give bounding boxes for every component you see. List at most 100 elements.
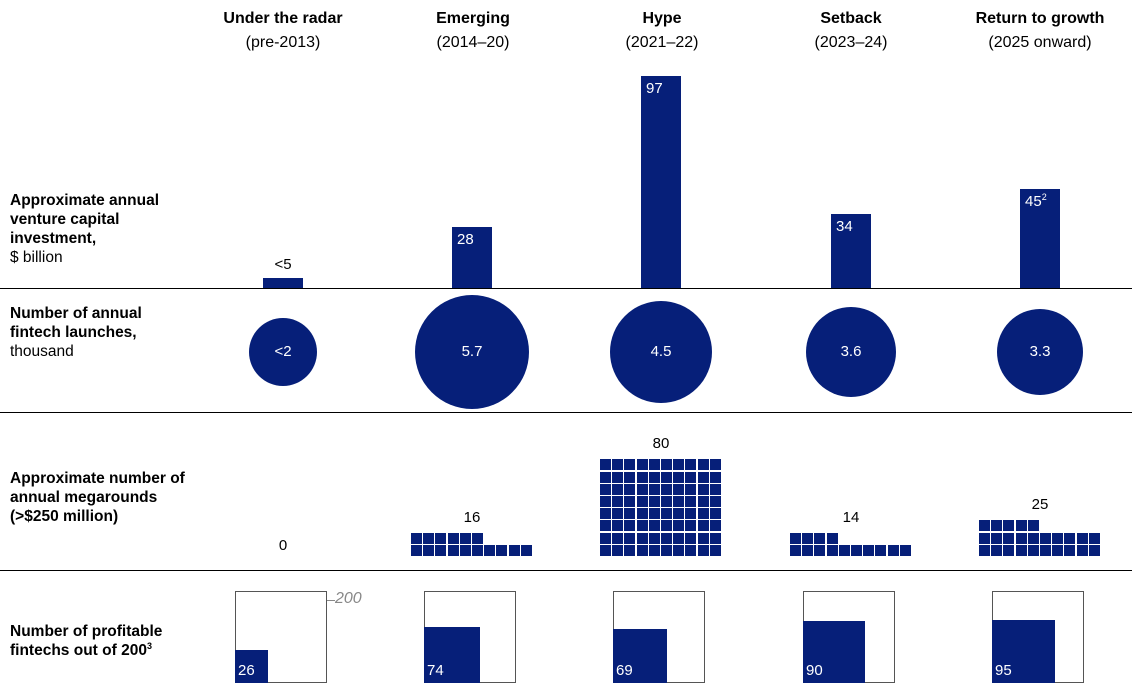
- megaround-square: [875, 544, 887, 556]
- megaround-square: [459, 544, 471, 556]
- phase-period-setback: (2023–24): [814, 34, 888, 51]
- megaround-square: [1040, 532, 1051, 544]
- megaround-square: [802, 544, 814, 556]
- megaround-square: [661, 508, 672, 520]
- megaround-square: [979, 544, 990, 556]
- megaround-square: [838, 544, 850, 556]
- megaround-square: [612, 471, 624, 483]
- profitable-square-return-to-growth: [992, 620, 1055, 683]
- megaround-square: [814, 544, 826, 556]
- megaround-square: [673, 471, 685, 483]
- phase-name-under-the-radar: Under the radar: [223, 10, 343, 27]
- megaround-square: [685, 496, 697, 507]
- megaround-square: [1064, 532, 1076, 544]
- megaround-square: [1015, 544, 1027, 556]
- vc-bar-under-the-radar: [263, 278, 303, 288]
- megaround-square: [1003, 532, 1015, 544]
- megaround-square: [709, 544, 721, 556]
- profitable-frame-under-the-radar: [235, 591, 327, 683]
- profitable-value-hype: 69: [616, 662, 633, 679]
- megaround-square: [600, 459, 611, 471]
- megaround-square: [459, 532, 471, 544]
- megaround-square: [648, 508, 660, 520]
- megaround-square: [1052, 532, 1064, 544]
- megaround-square: [612, 544, 624, 556]
- row-divider-2: [0, 412, 1132, 413]
- megaround-square: [709, 508, 721, 520]
- profitable-value-under-the-radar: 26: [238, 662, 255, 679]
- megaround-square: [624, 471, 636, 483]
- megaround-square: [661, 496, 672, 507]
- megaround-square: [661, 532, 672, 544]
- megaround-square: [1003, 520, 1015, 532]
- megaround-square: [826, 544, 838, 556]
- row-title-profitable: Number of profitable fintechs out of 200…: [10, 623, 163, 659]
- megaround-square: [624, 544, 636, 556]
- profitable-square-setback: [803, 621, 865, 683]
- megaround-square: [508, 544, 520, 556]
- row-label-vc: Approximate annual venture capital inves…: [10, 191, 200, 267]
- megaround-square: [851, 544, 862, 556]
- megaround-square: [624, 508, 636, 520]
- megaround-square: [685, 483, 697, 495]
- megaround-square: [802, 532, 814, 544]
- vc-value-emerging: 28: [457, 231, 474, 248]
- megaround-square: [423, 544, 435, 556]
- megaround-square: [685, 508, 697, 520]
- megaround-square: [709, 483, 721, 495]
- row-divider-3: [0, 570, 1132, 571]
- megaround-square: [979, 520, 990, 532]
- megaround-square: [673, 459, 685, 471]
- megaround-square: [1027, 544, 1039, 556]
- megaround-value-return-to-growth: 25: [1031, 496, 1049, 514]
- launch-circle-emerging: [415, 295, 529, 409]
- megaround-square: [600, 471, 611, 483]
- megaround-square: [673, 508, 685, 520]
- megaround-square: [697, 496, 709, 507]
- megaround-square: [624, 459, 636, 471]
- megaround-square: [790, 544, 801, 556]
- phase-period-hype: (2021–22): [625, 34, 699, 51]
- megaround-square: [484, 544, 496, 556]
- row-title-vc: Approximate annual venture capital inves…: [10, 192, 159, 247]
- megaround-square: [685, 532, 697, 544]
- megaround-square: [1027, 532, 1039, 544]
- megaround-square: [863, 544, 875, 556]
- launch-value-emerging: 5.7: [461, 343, 483, 360]
- megaround-square: [600, 544, 611, 556]
- megaround-square: [411, 544, 422, 556]
- profitable-square-emerging: [424, 627, 480, 683]
- vc-value-setback: 34: [836, 218, 853, 235]
- vc-value-return-to-growth: 452: [1025, 192, 1047, 211]
- megaround-square: [697, 483, 709, 495]
- megaround-square: [636, 532, 648, 544]
- megaround-square: [624, 496, 636, 507]
- megaround-square: [673, 496, 685, 507]
- row-label-profitable: Number of profitable fintechs out of 200…: [10, 622, 190, 660]
- megaround-square: [1027, 520, 1039, 532]
- row-label-launches: Number of annual fintech launches, thous…: [10, 304, 180, 361]
- profitable-value-return-to-growth: 95: [995, 662, 1012, 679]
- megaround-square: [648, 471, 660, 483]
- profitable-scale-label: 200: [335, 590, 362, 607]
- profitable-square-under-the-radar: [235, 650, 268, 683]
- megaround-square: [697, 544, 709, 556]
- vc-bar-hype: [641, 76, 681, 288]
- vc-bar-return-to-growth: [1020, 189, 1060, 288]
- row-label-megarounds: Approximate number of annual megarounds …: [10, 469, 190, 526]
- megaround-square: [661, 483, 672, 495]
- megaround-square: [673, 544, 685, 556]
- megaround-square: [1076, 532, 1088, 544]
- megaround-square: [697, 520, 709, 532]
- row-unit-launches: thousand: [10, 343, 74, 360]
- megaround-value-hype: 80: [652, 435, 670, 453]
- megaround-square: [661, 471, 672, 483]
- phase-name-hype: Hype: [642, 10, 682, 27]
- launch-value-under-the-radar: <2: [274, 343, 292, 360]
- megaround-square: [624, 520, 636, 532]
- megaround-square: [423, 532, 435, 544]
- megaround-square: [612, 483, 624, 495]
- megaround-square: [636, 544, 648, 556]
- megaround-square: [814, 532, 826, 544]
